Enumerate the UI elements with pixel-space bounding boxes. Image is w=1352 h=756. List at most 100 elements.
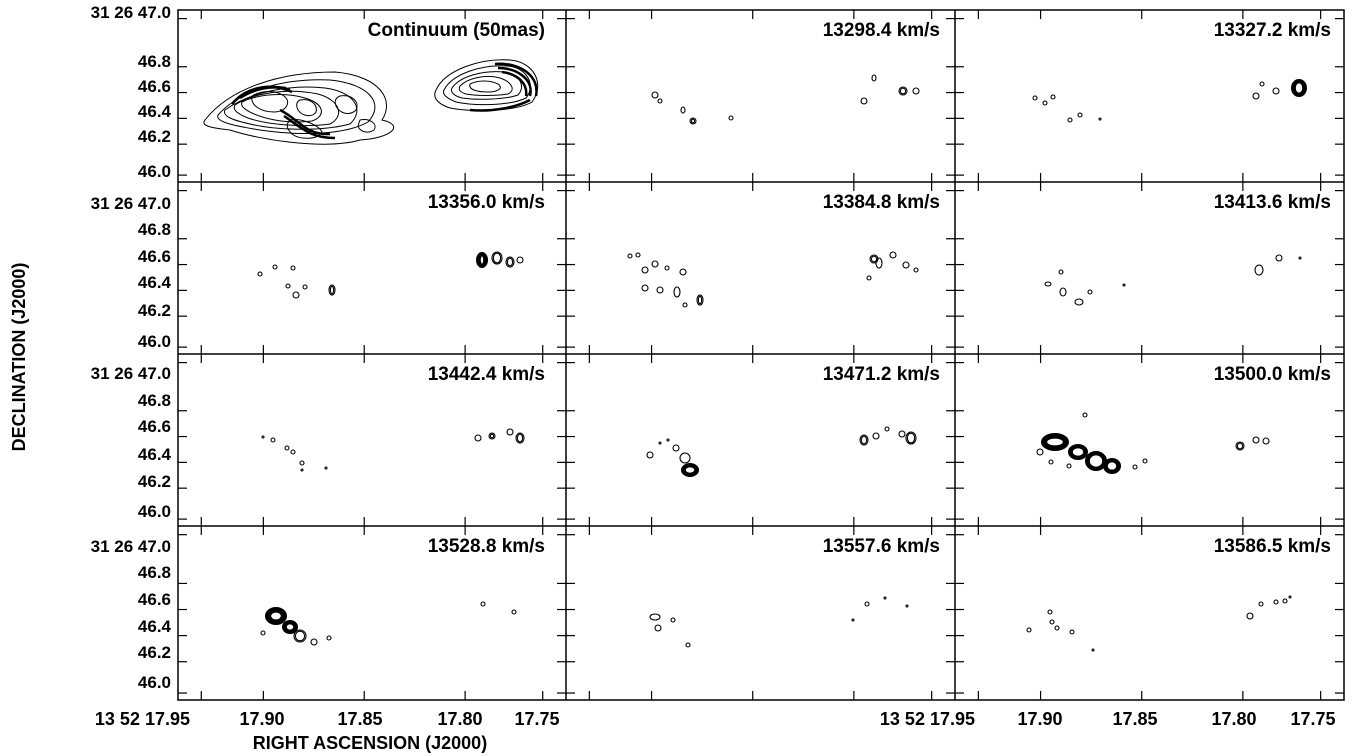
emission-contour bbox=[685, 642, 691, 648]
emission-contour bbox=[658, 441, 662, 445]
emission-contour bbox=[1069, 445, 1087, 459]
emission-contour bbox=[664, 265, 670, 271]
emission-contour bbox=[906, 432, 916, 444]
emission-contour bbox=[682, 302, 688, 308]
emission-contour bbox=[1252, 436, 1260, 444]
emission-contour bbox=[1273, 599, 1279, 605]
emission-contour bbox=[1068, 444, 1088, 460]
emission-contour bbox=[1048, 459, 1054, 465]
emission-contour bbox=[1066, 463, 1072, 469]
emission-contour bbox=[899, 87, 907, 95]
x-axis-title: RIGHT ASCENSION (J2000) bbox=[253, 733, 487, 753]
emission-contour bbox=[1236, 442, 1244, 450]
emission-contour bbox=[1069, 629, 1075, 635]
emission-contour bbox=[1082, 412, 1088, 418]
y-tick-label: 46.2 bbox=[138, 127, 171, 146]
tick-marks bbox=[178, 10, 1344, 700]
emission-contour bbox=[681, 463, 699, 477]
emission-contour bbox=[480, 601, 486, 607]
y-tick-label: 46.8 bbox=[138, 563, 171, 582]
y-tick-label: 46.2 bbox=[138, 472, 171, 491]
emission-contour bbox=[261, 435, 265, 439]
emission-contour bbox=[1235, 441, 1245, 451]
emission-contour bbox=[666, 438, 670, 442]
x-tick-label: 17.80 bbox=[437, 709, 482, 729]
panel-label-velocity: 13327.2 km/s bbox=[1214, 20, 1331, 41]
contour-west-complex bbox=[203, 71, 395, 145]
emission-contour bbox=[272, 264, 278, 270]
emission-contour bbox=[1293, 81, 1305, 95]
panel-grid bbox=[177, 9, 1345, 701]
panel-label-velocity: 13384.8 km/s bbox=[823, 192, 940, 213]
emission-contour bbox=[292, 291, 300, 299]
emission-contour bbox=[328, 284, 336, 296]
emission-contour bbox=[860, 435, 868, 445]
emission-contour bbox=[269, 610, 283, 622]
emission-contour bbox=[875, 257, 883, 269]
x-tick-labels: 13 52 17.95 17.90 17.85 17.80 17.75 13 5… bbox=[95, 709, 1336, 729]
y-tick-label: 46.6 bbox=[138, 247, 171, 266]
emission-contour bbox=[913, 267, 919, 273]
emission-contour bbox=[1074, 298, 1084, 306]
emission-contour bbox=[851, 618, 855, 622]
emission-contour bbox=[293, 629, 307, 643]
emission-contour bbox=[697, 295, 703, 305]
emission-contour bbox=[1058, 269, 1064, 275]
emission-contour bbox=[1282, 598, 1288, 604]
panel-label-velocity: 13528.8 km/s bbox=[428, 536, 545, 557]
emission-contour bbox=[860, 97, 868, 105]
emission-contour bbox=[656, 286, 664, 294]
emission-contour bbox=[1054, 625, 1060, 631]
emission-contour bbox=[489, 433, 495, 439]
emission-contour bbox=[1042, 100, 1048, 106]
emission-contour bbox=[869, 254, 879, 264]
emission-contour bbox=[505, 256, 515, 268]
emission-contour bbox=[324, 466, 328, 470]
emission-contour bbox=[1275, 254, 1283, 262]
emission-contour bbox=[260, 630, 266, 636]
emission-contour bbox=[1291, 79, 1307, 97]
y-tick-label: 31 26 47.0 bbox=[91, 364, 171, 383]
contour-east-dense-rim bbox=[469, 62, 538, 112]
emission-contour bbox=[300, 468, 304, 472]
emission-contour bbox=[267, 609, 285, 623]
emission-contour bbox=[310, 638, 318, 646]
x-tick-label: 17.80 bbox=[1211, 709, 1256, 729]
y-tick-label: 31 26 47.0 bbox=[91, 3, 171, 22]
panel-labels: Continuum (50mas) 13298.4 km/s 13327.2 k… bbox=[368, 20, 1331, 557]
emission-contour bbox=[506, 257, 514, 267]
emission-contour bbox=[696, 294, 704, 306]
emission-contour bbox=[859, 434, 869, 446]
emission-contour bbox=[872, 432, 880, 440]
emission-contour bbox=[1292, 80, 1306, 96]
emission-contour bbox=[516, 433, 524, 443]
emission-contour bbox=[294, 630, 306, 642]
emission-contour bbox=[491, 251, 503, 265]
y-tick-label: 46.0 bbox=[138, 332, 171, 351]
emission-contour bbox=[506, 428, 514, 436]
emission-contour bbox=[1298, 256, 1302, 260]
emission-contour bbox=[871, 74, 877, 82]
emission-contour bbox=[1042, 434, 1068, 450]
y-tick-label: 46.8 bbox=[138, 220, 171, 239]
emission-contour bbox=[1272, 87, 1280, 95]
emission-contour bbox=[492, 252, 502, 264]
emission-contour bbox=[651, 91, 659, 99]
emission-contour bbox=[1122, 283, 1126, 287]
panel-label-velocity: 13442.4 km/s bbox=[428, 364, 545, 385]
emission-contour bbox=[474, 434, 482, 442]
emission-contour bbox=[902, 261, 910, 269]
emission-contour bbox=[670, 617, 676, 623]
emission-contour bbox=[282, 620, 298, 634]
emission-contour bbox=[1258, 601, 1264, 607]
emission-contour bbox=[1044, 281, 1052, 287]
x-tick-label: 13 52 17.95 bbox=[880, 709, 975, 729]
emission-contour bbox=[905, 604, 909, 608]
emission-contour bbox=[646, 451, 654, 459]
emission-contour bbox=[476, 252, 488, 268]
emission-contour bbox=[1067, 117, 1073, 123]
emission-contour bbox=[266, 608, 286, 624]
emission-contour bbox=[1087, 289, 1093, 295]
emission-contour bbox=[329, 285, 335, 295]
emission-contour bbox=[898, 86, 908, 96]
